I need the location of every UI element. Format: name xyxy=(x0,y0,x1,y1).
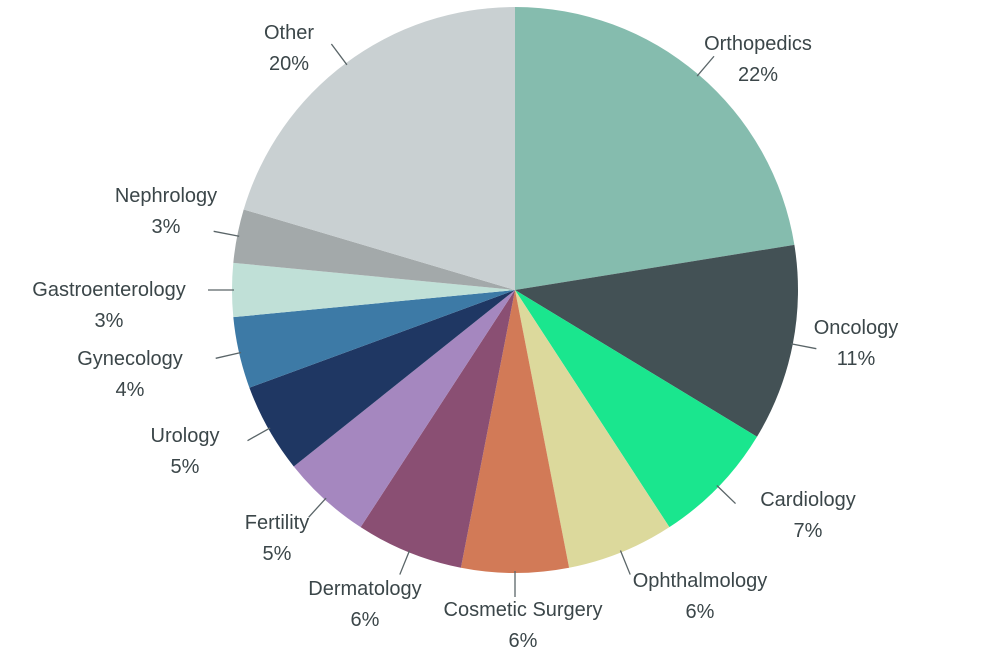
slice-label: Orthopedics xyxy=(704,33,812,55)
pie-slice-gynecology xyxy=(233,290,515,388)
leader-line xyxy=(330,43,348,66)
leader-line xyxy=(247,427,271,442)
leader-line xyxy=(399,550,411,575)
pie-slice-dermatology xyxy=(360,290,515,568)
slice-value-label: 3% xyxy=(95,310,124,332)
pie-slice-oncology xyxy=(515,244,799,437)
slice-value-label: 11% xyxy=(837,348,876,370)
slice-value-label: 4% xyxy=(116,379,145,401)
slice-label: Fertility xyxy=(245,512,309,534)
pie-slice-urology xyxy=(249,290,515,467)
leader-line xyxy=(308,497,327,518)
slice-label: Cosmetic Surgery xyxy=(444,599,603,621)
leader-line xyxy=(696,55,715,77)
slice-label: Oncology xyxy=(814,317,899,339)
slice-label: Nephrology xyxy=(115,185,217,207)
slice-value-label: 6% xyxy=(509,630,538,652)
leader-line xyxy=(215,351,242,359)
slice-label: Other xyxy=(264,22,314,44)
pie-slice-orthopedics xyxy=(515,7,795,290)
slice-label: Gynecology xyxy=(77,348,183,370)
slice-label: Urology xyxy=(151,425,220,447)
slice-value-label: 5% xyxy=(263,543,292,565)
pie-slice-ophthalmology xyxy=(515,290,670,568)
slice-value-label: 6% xyxy=(351,609,380,631)
slice-value-label: 7% xyxy=(794,520,823,542)
leader-line xyxy=(213,230,240,237)
slice-label: Gastroenterology xyxy=(32,279,185,301)
slice-value-label: 3% xyxy=(152,216,181,238)
leader-line xyxy=(619,550,631,575)
slice-value-label: 22% xyxy=(738,64,778,86)
leader-line xyxy=(790,343,817,350)
leader-line xyxy=(716,485,736,505)
slice-value-label: 5% xyxy=(171,456,200,478)
pie-slice-fertility xyxy=(293,290,515,528)
pie-slice-nephrology xyxy=(233,209,515,290)
slice-label: Cardiology xyxy=(760,489,856,511)
pie-slice-other xyxy=(243,7,515,290)
slice-label: Dermatology xyxy=(308,578,421,600)
pie-slice-cardiology xyxy=(515,290,758,528)
pie-slice-gastroenterology xyxy=(231,262,515,318)
slice-label: Ophthalmology xyxy=(633,570,768,592)
pie-slice-cosmetic-surgery xyxy=(460,290,570,573)
slice-value-label: 6% xyxy=(686,601,715,623)
slice-value-label: 20% xyxy=(269,53,309,75)
